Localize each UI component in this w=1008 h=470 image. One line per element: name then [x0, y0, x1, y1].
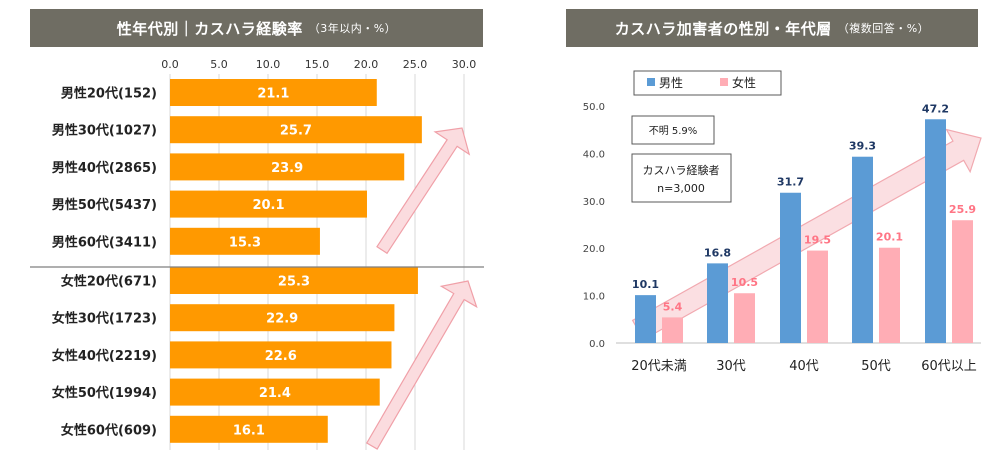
- x-tick-label: 25.0: [403, 58, 428, 71]
- trend-arrow: [365, 280, 478, 450]
- male-bar: [852, 156, 873, 343]
- female-bar: [734, 293, 755, 343]
- x-tick-label: 10.0: [256, 58, 281, 71]
- female-value-label: 25.9: [949, 203, 976, 216]
- bar: [170, 341, 392, 369]
- bar-value-label: 25.3: [278, 275, 310, 290]
- right-chart-title: カスハラ加害者の性別・年代層: [614, 19, 832, 38]
- male-value-label: 39.3: [849, 140, 876, 153]
- male-value-label: 31.7: [777, 176, 804, 189]
- male-bar: [707, 263, 728, 343]
- x-category-label: 30代: [716, 359, 746, 374]
- female-value-label: 20.1: [876, 231, 903, 244]
- right-chart-subtitle: （複数回答・%）: [837, 22, 930, 35]
- right-chart-panel: カスハラ加害者の性別・年代層 （複数回答・%） 0.0 10.0 20.0 30.0 4…: [556, 0, 996, 470]
- male-value-label: 47.2: [922, 102, 949, 115]
- bar-value-label: 23.9: [271, 161, 303, 176]
- horizontal-bar-chart: 0.0 5.0 10.0 15.0 20.0 25.0 30.0 21.1 男性20代(152)…: [30, 58, 484, 450]
- bar-value-label: 21.1: [257, 87, 289, 102]
- male-value-label: 10.1: [632, 278, 659, 291]
- female-value-label: 19.5: [804, 234, 831, 247]
- category-label: 女性30代(1723): [52, 311, 157, 327]
- sample-note-line2: n=3,000: [657, 182, 705, 195]
- left-chart-title: 性年代別｜カスハラ経験率: [116, 19, 303, 38]
- category-label: 男性20代(152): [61, 86, 157, 102]
- legend-box: [633, 70, 782, 96]
- x-category-label: 20代未満: [631, 359, 687, 374]
- bar: [170, 116, 422, 144]
- x-tick-label: 20.0: [354, 58, 379, 71]
- female-bar: [662, 317, 683, 343]
- vertical-bar-chart: 0.0 10.0 20.0 30.0 40.0 50.0 10.1 16.8 31.7 39.3 4…: [583, 70, 982, 374]
- bar: [170, 227, 320, 255]
- y-tick-label: 10.0: [583, 292, 605, 303]
- sample-note-box: [631, 153, 732, 203]
- trend-arrow: [376, 127, 471, 255]
- bar-value-label: 25.7: [280, 124, 312, 139]
- x-category-label: 40代: [789, 359, 819, 374]
- bar-value-label: 15.3: [229, 235, 261, 250]
- x-category-label: 50代: [861, 359, 891, 374]
- bar: [170, 304, 395, 332]
- female-value-label: 10.5: [731, 276, 758, 289]
- male-bar: [635, 295, 656, 343]
- bar: [170, 79, 377, 106]
- female-bar: [879, 247, 900, 343]
- bar: [170, 153, 405, 181]
- unknown-note-text: 不明 5.9%: [649, 125, 698, 137]
- y-tick-label: 40.0: [583, 149, 605, 160]
- y-tick-label: 0.0: [589, 339, 605, 350]
- bar-value-label: 22.9: [266, 312, 298, 327]
- category-label: 女性60代(609): [61, 422, 157, 438]
- category-label: 男性60代(3411): [52, 234, 157, 250]
- male-value-label: 16.8: [704, 246, 731, 259]
- female-value-label: 5.4: [663, 300, 683, 313]
- legend-label-male: 男性: [659, 76, 683, 90]
- bar: [170, 378, 380, 406]
- category-label: 女性50代(1994): [52, 385, 157, 401]
- right-chart-title-bar: カスハラ加害者の性別・年代層 （複数回答・%）: [566, 9, 978, 47]
- left-chart-title-bar: 性年代別｜カスハラ経験率 （3年以内・%）: [30, 9, 483, 47]
- bar: [170, 267, 418, 294]
- left-chart-subtitle: （3年以内・%）: [308, 22, 397, 35]
- unknown-note-box: [631, 115, 715, 145]
- male-bar: [780, 192, 801, 343]
- category-label: 男性30代(1027): [52, 123, 157, 139]
- y-tick-label: 50.0: [583, 102, 605, 113]
- x-tick-label: 30.0: [452, 58, 477, 71]
- x-tick-label: 0.0: [161, 58, 179, 71]
- bar-value-label: 22.6: [265, 349, 297, 364]
- female-bar: [952, 220, 973, 343]
- male-bar: [925, 119, 946, 343]
- bar: [170, 415, 328, 443]
- legend-label-female: 女性: [732, 75, 756, 90]
- left-chart-panel: 性年代別｜カスハラ経験率 （3年以内・%） 0.0 5.0 10.0 15.0 20.0…: [0, 0, 500, 470]
- legend-swatch-male: [647, 78, 655, 86]
- category-label: 女性20代(671): [61, 274, 157, 290]
- bar-value-label: 16.1: [233, 423, 265, 438]
- x-tick-label: 15.0: [305, 58, 330, 71]
- y-tick-label: 20.0: [583, 244, 605, 255]
- bar-value-label: 20.1: [252, 198, 284, 213]
- x-tick-label: 5.0: [210, 58, 228, 71]
- bar-value-label: 21.4: [259, 386, 291, 401]
- x-category-label: 60代以上: [921, 359, 977, 374]
- category-label: 女性40代(2219): [52, 348, 157, 364]
- category-label: 男性50代(5437): [52, 197, 157, 213]
- legend-swatch-female: [720, 78, 728, 86]
- y-tick-label: 30.0: [583, 197, 605, 208]
- female-bar: [807, 250, 828, 343]
- bar: [170, 190, 367, 218]
- sample-note-line1: カスハラ経験者: [643, 163, 720, 177]
- category-label: 男性40代(2865): [52, 160, 157, 176]
